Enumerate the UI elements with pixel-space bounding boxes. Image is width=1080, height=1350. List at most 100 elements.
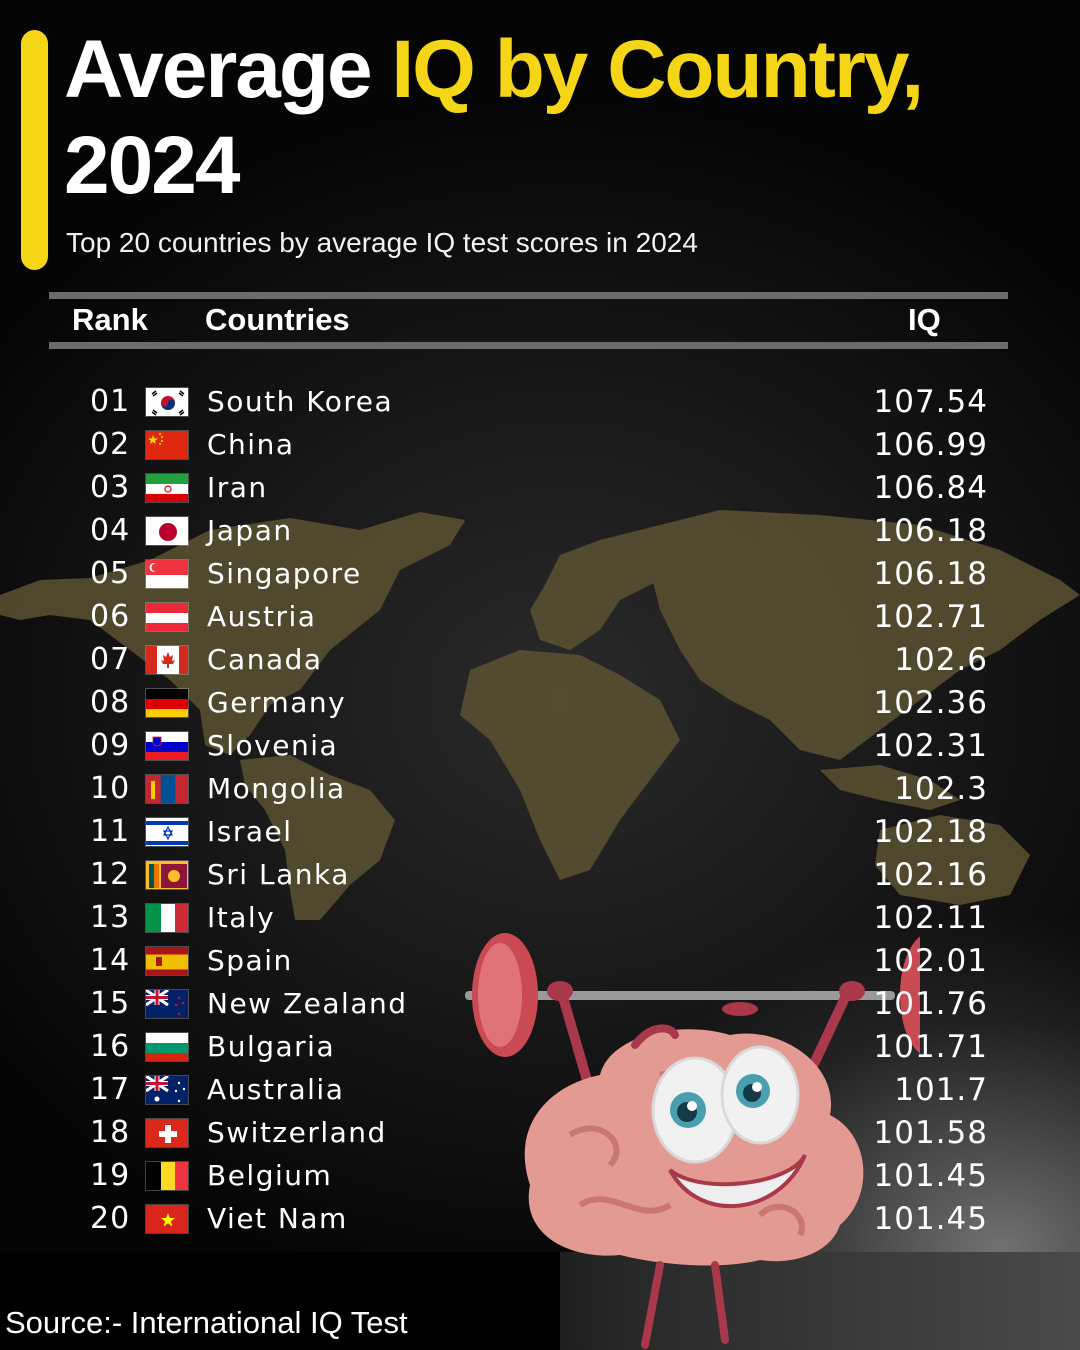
rank-cell: 02 <box>90 427 131 462</box>
table-row: 18 Switzerland 101.58 <box>0 1111 1080 1154</box>
source-citation: Source:- International IQ Test <box>5 1305 408 1340</box>
country-cell: Spain <box>207 944 293 977</box>
country-cell: Italy <box>207 901 276 934</box>
rank-cell: 05 <box>90 556 131 591</box>
table-row: 05 Singapore 106.18 <box>0 552 1080 595</box>
country-cell: South Korea <box>207 385 394 418</box>
iq-cell: 101.58 <box>873 1115 988 1151</box>
page-title: Average IQ by Country, 2024 <box>64 22 924 214</box>
table-row: 08 Germany 102.36 <box>0 681 1080 724</box>
iq-cell: 101.76 <box>873 986 988 1022</box>
flag-japan-icon <box>145 516 189 546</box>
country-cell: Iran <box>207 471 268 504</box>
iq-cell: 102.18 <box>873 814 988 850</box>
table-row: 10 Mongolia 102.3 <box>0 767 1080 810</box>
column-header-countries: Countries <box>205 302 350 337</box>
flag-switzerland-icon <box>145 1118 189 1148</box>
iq-cell: 102.6 <box>894 642 988 678</box>
flag-bulgaria-icon <box>145 1032 189 1062</box>
table-row: 20 Viet Nam 101.45 <box>0 1197 1080 1240</box>
rank-cell: 20 <box>90 1201 131 1236</box>
country-cell: Japan <box>207 514 293 547</box>
table-row: 13 Italy 102.11 <box>0 896 1080 939</box>
flag-south-korea-icon <box>145 387 189 417</box>
title-part-yellow: IQ by Country, <box>391 24 924 115</box>
iq-cell: 106.99 <box>873 427 988 463</box>
rank-cell: 17 <box>90 1072 131 1107</box>
country-cell: Austria <box>207 600 317 633</box>
rank-cell: 10 <box>90 771 131 806</box>
iq-cell: 101.71 <box>873 1029 988 1065</box>
brain-weightlifter-icon <box>465 933 920 1349</box>
country-cell: China <box>207 428 295 461</box>
rank-cell: 18 <box>90 1115 131 1150</box>
table-row: 16 Bulgaria 101.71 <box>0 1025 1080 1068</box>
country-cell: Canada <box>207 643 323 676</box>
table-row: 14 Spain 102.01 <box>0 939 1080 982</box>
country-cell: Slovenia <box>207 729 339 762</box>
iq-cell: 101.45 <box>873 1158 988 1194</box>
flag-canada-icon <box>145 645 189 675</box>
flag-australia-icon <box>145 1075 189 1105</box>
country-cell: Belgium <box>207 1159 333 1192</box>
iq-cell: 107.54 <box>873 384 988 420</box>
table-row: 07 Canada 102.6 <box>0 638 1080 681</box>
column-header-iq: IQ <box>908 302 941 337</box>
table-row: 12 Sri Lanka 102.16 <box>0 853 1080 896</box>
title-year: 2024 <box>64 120 240 211</box>
rank-cell: 19 <box>90 1158 131 1193</box>
rank-cell: 03 <box>90 470 131 505</box>
flag-iran-icon <box>145 473 189 503</box>
flag-germany-icon <box>145 688 189 718</box>
iq-cell: 106.84 <box>873 470 988 506</box>
flag-china-icon <box>145 430 189 460</box>
country-cell: New Zealand <box>207 987 408 1020</box>
rank-cell: 04 <box>90 513 131 548</box>
table-row: 15 New Zealand 101.76 <box>0 982 1080 1025</box>
table-row: 17 Australia 101.7 <box>0 1068 1080 1111</box>
table-row: 06 Austria 102.71 <box>0 595 1080 638</box>
country-cell: Switzerland <box>207 1116 387 1149</box>
bottom-band-left <box>0 1252 560 1350</box>
rank-cell: 16 <box>90 1029 131 1064</box>
world-map-icon <box>0 510 1080 920</box>
flag-new-zealand-icon <box>145 989 189 1019</box>
flag-viet-nam-icon <box>145 1204 189 1234</box>
country-cell: Israel <box>207 815 293 848</box>
table-row: 01 South Korea 107.54 <box>0 380 1080 423</box>
rank-cell: 12 <box>90 857 131 892</box>
rank-cell: 09 <box>90 728 131 763</box>
country-cell: Mongolia <box>207 772 346 805</box>
rank-cell: 08 <box>90 685 131 720</box>
table-row: 04 Japan 106.18 <box>0 509 1080 552</box>
iq-cell: 102.36 <box>873 685 988 721</box>
iq-cell: 102.31 <box>873 728 988 764</box>
iq-cell: 102.11 <box>873 900 988 936</box>
iq-cell: 102.01 <box>873 943 988 979</box>
table-row: 19 Belgium 101.45 <box>0 1154 1080 1197</box>
title-part-white: Average <box>64 24 392 115</box>
header-bottom-divider <box>49 342 1008 349</box>
table-row: 02 China 106.99 <box>0 423 1080 466</box>
column-header-rank: Rank <box>72 302 148 337</box>
title-accent-bar <box>21 30 48 270</box>
country-cell: Germany <box>207 686 347 719</box>
country-cell: Bulgaria <box>207 1030 336 1063</box>
iq-cell: 102.71 <box>873 599 988 635</box>
country-cell: Sri Lanka <box>207 858 350 891</box>
rank-cell: 15 <box>90 986 131 1021</box>
country-cell: Australia <box>207 1073 345 1106</box>
country-cell: Singapore <box>207 557 362 590</box>
table-row: 03 Iran 106.84 <box>0 466 1080 509</box>
flag-austria-icon <box>145 602 189 632</box>
rank-cell: 14 <box>90 943 131 978</box>
iq-cell: 101.7 <box>894 1072 988 1108</box>
iq-cell: 101.45 <box>873 1201 988 1237</box>
subtitle: Top 20 countries by average IQ test scor… <box>66 227 698 258</box>
flag-mongolia-icon <box>145 774 189 804</box>
flag-slovenia-icon <box>145 731 189 761</box>
iq-cell: 106.18 <box>873 513 988 549</box>
iq-cell: 102.16 <box>873 857 988 893</box>
flag-belgium-icon <box>145 1161 189 1191</box>
iq-cell: 106.18 <box>873 556 988 592</box>
